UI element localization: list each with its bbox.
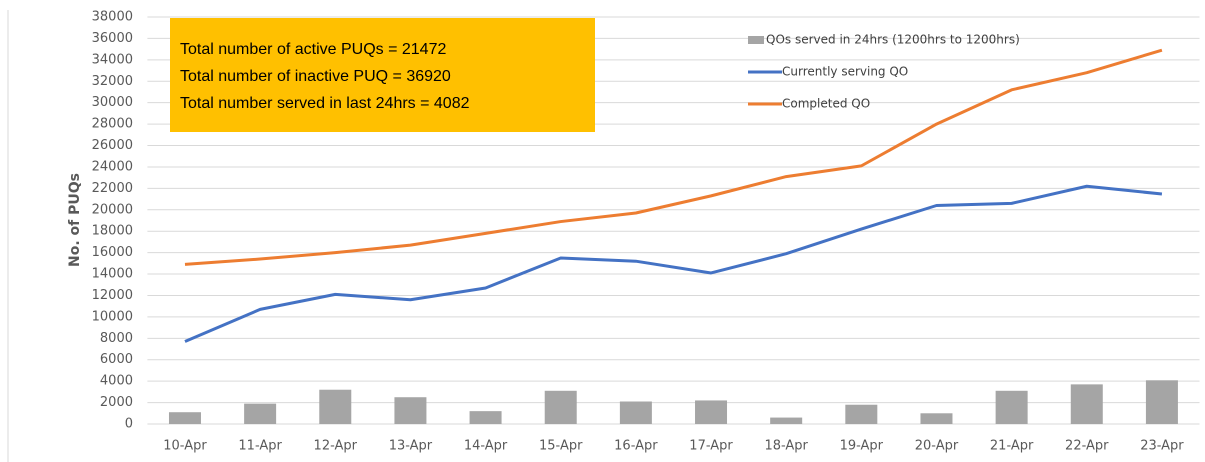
x-tick-label: 10-Apr [163,439,207,454]
annotation-line: Total number served in last 24hrs = 4082 [180,95,470,112]
y-tick-label: 6000 [100,352,133,367]
x-tick-label: 13-Apr [389,439,433,454]
y-tick-label: 22000 [92,181,133,196]
annotation-line: Total number of inactive PUQ = 36920 [180,68,451,85]
y-tick-label: 10000 [92,309,133,324]
line [184,48,1163,266]
bar [1070,384,1103,424]
y-tick-label: 24000 [92,159,133,174]
bar [469,411,502,424]
y-tick-label: 8000 [100,331,133,346]
legend-label: Currently serving QO [782,65,908,79]
y-tick-label: 26000 [92,138,133,153]
y-tick-label: 30000 [92,95,133,110]
bar [845,404,878,424]
x-tick-label: 21-Apr [990,439,1034,454]
bar [168,412,201,424]
x-tick-label: 23-Apr [1140,439,1184,454]
y-tick-label: 14000 [92,267,133,282]
bar [920,413,953,424]
y-tick-label: 18000 [92,224,133,239]
x-tick-label: 16-Apr [614,439,658,454]
legend-label: QOs served in 24hrs (1200hrs to 1200hrs) [766,33,1020,47]
y-tick-label: 0 [125,417,133,432]
y-tick-label: 20000 [92,202,133,217]
legend-swatch [748,36,764,44]
bar [995,390,1028,424]
annotation-box [170,18,595,132]
bar [319,389,352,424]
x-tick-label: 12-Apr [314,439,358,454]
y-tick-label: 36000 [92,31,133,46]
y-tick-label: 28000 [92,117,133,132]
x-tick-label: 19-Apr [840,439,884,454]
x-tick-label: 18-Apr [764,439,808,454]
y-tick-label: 34000 [92,52,133,67]
annotation-line: Total number of active PUQs = 21472 [180,41,446,58]
bar [695,400,728,424]
x-tick-label: 14-Apr [464,439,508,454]
y-axis-label: No. of PUQs [67,173,83,267]
legend-label: Completed QO [782,97,870,111]
bar [244,403,277,424]
y-tick-label: 38000 [92,10,133,25]
line [184,184,1163,343]
bar [394,397,427,424]
bar [1145,380,1178,424]
x-tick-label: 22-Apr [1065,439,1109,454]
x-tick-label: 11-Apr [238,439,282,454]
x-tick-label: 15-Apr [539,439,583,454]
bar [770,417,803,424]
y-tick-label: 12000 [92,288,133,303]
bar [619,401,652,424]
x-tick-label: 20-Apr [915,439,959,454]
y-tick-label: 2000 [100,395,133,410]
y-tick-label: 4000 [100,374,133,389]
bar [544,390,577,424]
y-tick-label: 16000 [92,245,133,260]
y-tick-label: 32000 [92,74,133,89]
x-tick-label: 17-Apr [689,439,733,454]
